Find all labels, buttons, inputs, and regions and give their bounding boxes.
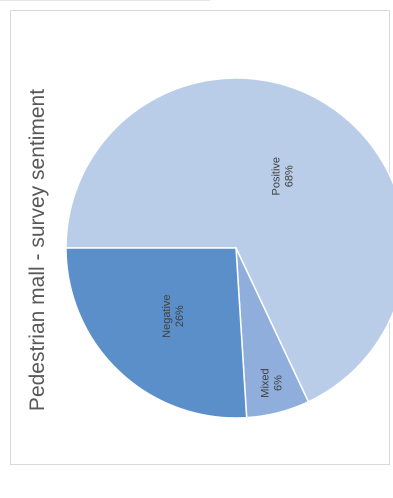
slice-label-positive: Positive 68%	[271, 157, 296, 196]
slice-category-label: Negative	[161, 294, 173, 337]
slice-label-negative: Negative 26%	[161, 294, 186, 337]
slice-category-label: Positive	[271, 157, 283, 196]
slice-label-mixed: Mixed 6%	[260, 368, 285, 397]
top-divider	[0, 0, 210, 1]
slice-value-label: 68%	[284, 165, 296, 187]
slice-category-label: Mixed	[260, 368, 272, 397]
pie-slice-positive	[65, 77, 393, 403]
slice-labels: Positive 68% Mixed 6% Negative 26%	[161, 157, 296, 398]
pie-slices	[65, 77, 393, 419]
chart-title: Pedestrian mall - survey sentiment	[26, 89, 49, 411]
pie-slice-negative	[65, 247, 248, 419]
slice-value-label: 26%	[174, 305, 186, 327]
slice-value-label: 6%	[273, 375, 285, 391]
